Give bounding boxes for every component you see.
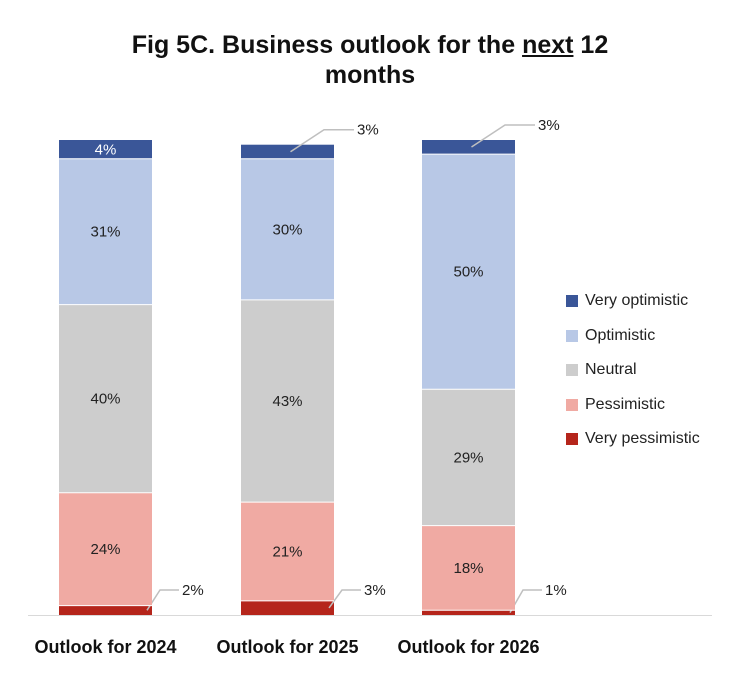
data-label-optimistic-2: 30% <box>272 221 302 238</box>
legend-label-very-pessimistic: Very pessimistic <box>585 430 700 448</box>
data-label-very-optimistic-3: 3% <box>538 117 560 134</box>
title-part2: 12 <box>573 31 609 59</box>
data-label-very-pessimistic-3: 1% <box>545 582 567 599</box>
callout-leader-very-pessimistic-2 <box>328 589 361 609</box>
legend-swatch-pessimistic <box>566 398 578 411</box>
legend-swatch-very-optimistic <box>566 295 578 308</box>
legend-swatch-neutral <box>566 364 578 377</box>
legend-label-optimistic: Optimistic <box>585 326 656 344</box>
category-label-3: Outlook for 2026 <box>397 637 539 657</box>
bar-optimistic-2 <box>241 158 334 300</box>
data-label-very-optimistic-2: 3% <box>357 122 379 139</box>
data-label-very-pessimistic-1: 2% <box>182 582 204 599</box>
chart-legend: Very optimistic Optimistic Neutral Pessimis… <box>566 284 700 457</box>
data-label-neutral-2: 43% <box>272 393 302 410</box>
data-label-very-optimistic-1: 4% <box>95 141 117 158</box>
data-label-optimistic-1: 31% <box>90 224 120 241</box>
bar-very-pessimistic-1 <box>59 605 152 615</box>
legend-item-very-pessimistic: Very pessimistic <box>566 422 700 457</box>
legend-item-optimistic: Optimistic <box>566 319 700 354</box>
legend-item-neutral: Neutral <box>566 353 700 388</box>
bar-optimistic-1 <box>59 158 152 305</box>
legend-item-very-optimistic: Very optimistic <box>566 284 700 319</box>
category-label-2: Outlook for 2025 <box>216 637 358 657</box>
legend-label-pessimistic: Pessimistic <box>585 395 666 413</box>
bar-very-pessimistic-2 <box>241 600 334 615</box>
data-label-pessimistic-3: 18% <box>453 560 483 577</box>
bar-very-optimistic-1 <box>59 140 152 159</box>
title-underlined-word: next <box>522 31 574 59</box>
callout-leader-very-optimistic-3 <box>471 124 535 148</box>
title-part1: Fig 5C. Business outlook for the <box>131 31 523 59</box>
bar-optimistic-3 <box>422 154 515 390</box>
data-label-neutral-1: 40% <box>90 391 120 408</box>
data-label-very-pessimistic-2: 3% <box>364 582 386 599</box>
title-line2: months <box>324 61 416 89</box>
bar-neutral-3 <box>422 389 515 526</box>
bar-pessimistic-1 <box>59 492 152 606</box>
data-label-neutral-3: 29% <box>453 449 483 466</box>
bar-pessimistic-2 <box>241 502 334 601</box>
data-label-pessimistic-1: 24% <box>90 541 120 558</box>
chart-title: Fig 5C. Business outlook for the next 12… <box>0 30 732 90</box>
bar-neutral-2 <box>241 299 334 503</box>
bar-very-optimistic-2 <box>241 144 334 159</box>
data-label-pessimistic-2: 21% <box>272 544 302 561</box>
bar-neutral-1 <box>59 304 152 493</box>
legend-swatch-optimistic <box>566 329 578 342</box>
callout-leader-very-optimistic-2 <box>290 128 354 153</box>
bar-very-pessimistic-3 <box>422 610 515 615</box>
category-label-1: Outlook for 2024 <box>34 637 176 657</box>
legend-swatch-very-pessimistic <box>566 433 578 446</box>
bar-very-optimistic-3 <box>422 140 515 155</box>
data-label-optimistic-3: 50% <box>453 264 483 281</box>
legend-item-pessimistic: Pessimistic <box>566 388 700 423</box>
bar-pessimistic-3 <box>422 525 515 611</box>
legend-label-neutral: Neutral <box>585 361 637 379</box>
legend-label-very-optimistic: Very optimistic <box>585 292 689 310</box>
